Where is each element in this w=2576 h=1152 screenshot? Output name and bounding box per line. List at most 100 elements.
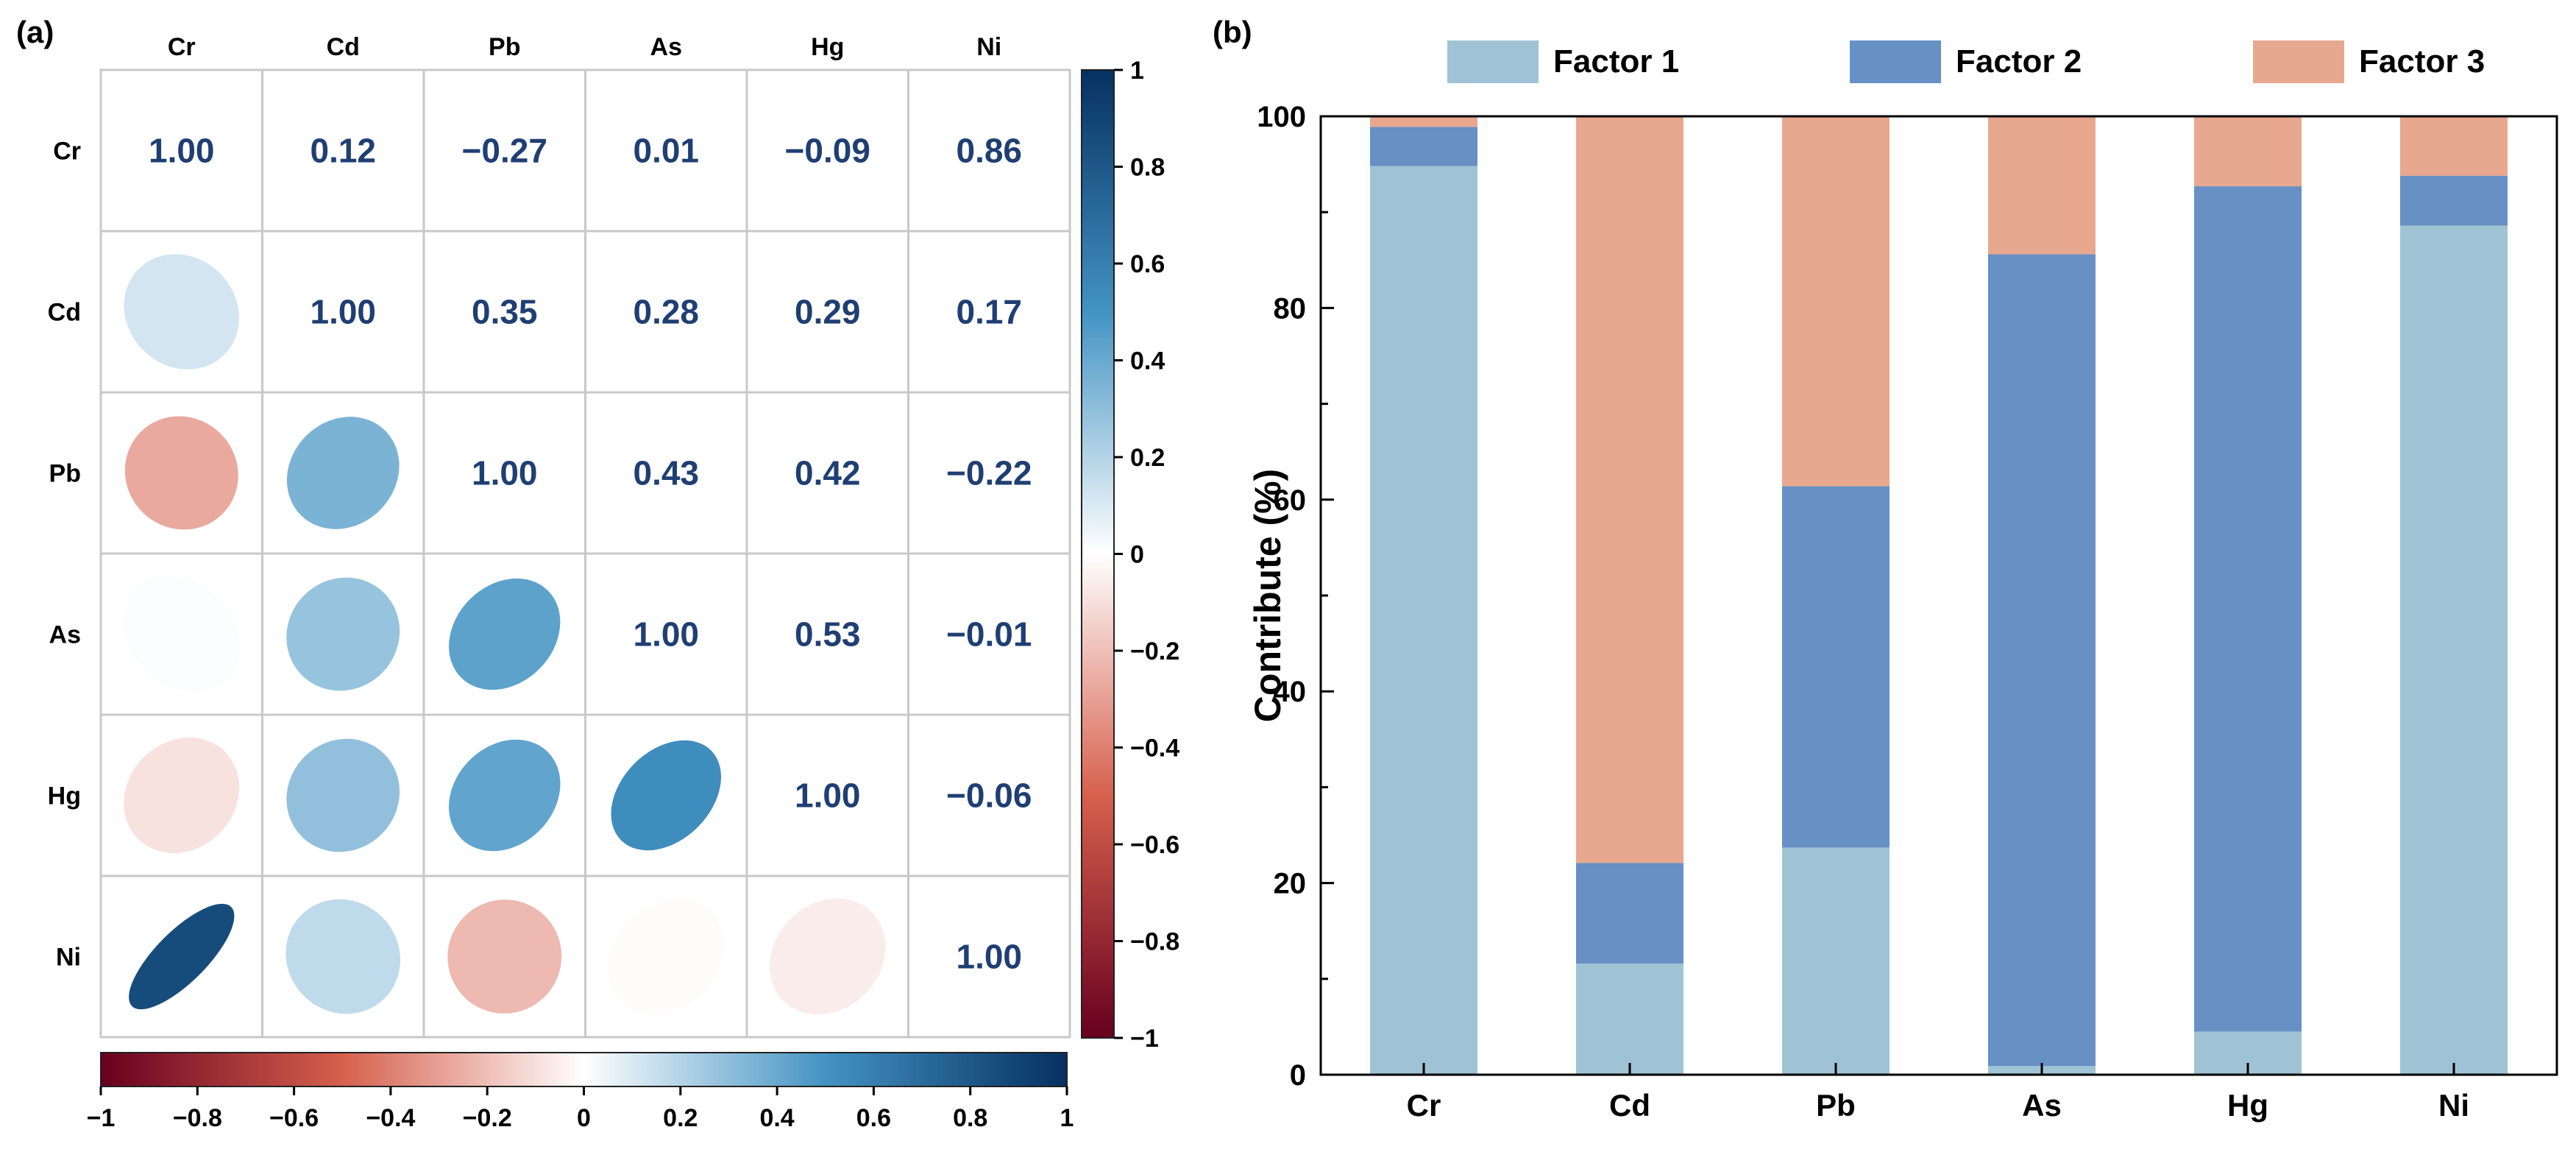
vertical-colorbar-tick-label: 0 bbox=[1130, 541, 1144, 569]
column-label-Cd: Cd bbox=[327, 33, 360, 61]
bar-legend: Factor 1 Factor 2 Factor 3 bbox=[1447, 40, 2485, 83]
stacked-bars bbox=[1370, 116, 2508, 1075]
column-label-As: As bbox=[650, 33, 682, 61]
row-label-As: As bbox=[49, 621, 81, 649]
legend-swatch-factor-2 bbox=[1850, 40, 1941, 83]
correlation-value-Pb-As: 0.43 bbox=[633, 454, 699, 492]
bar-Cr-factor-2 bbox=[1370, 127, 1477, 166]
bar-y-axis: 0 20 40 60 80 100 bbox=[1257, 101, 1334, 1092]
horizontal-colorbar bbox=[100, 1052, 1068, 1087]
correlation-ellipse-Hg-As bbox=[611, 740, 722, 851]
x-tick-label-Ni: Ni bbox=[2438, 1088, 2469, 1123]
row-label-Ni: Ni bbox=[56, 944, 81, 972]
legend-swatch-factor-3 bbox=[2253, 40, 2344, 83]
horizontal-colorbar-tick-label: 1 bbox=[1060, 1104, 1074, 1132]
correlation-ellipse-Ni-As bbox=[608, 898, 725, 1015]
vertical-colorbar-tick-label: 0.2 bbox=[1130, 444, 1165, 472]
correlation-value-Ni-Ni: 1.00 bbox=[956, 938, 1022, 976]
bar-plot-frame bbox=[1319, 115, 2558, 1076]
panel-a-label: (a) bbox=[16, 15, 54, 49]
bar-Cr-factor-1 bbox=[1370, 166, 1477, 1075]
bar-Hg-factor-2 bbox=[2194, 186, 2302, 1032]
row-label-Hg: Hg bbox=[48, 782, 81, 810]
y-tick-label: 0 bbox=[1290, 1059, 1306, 1092]
correlation-ellipse-As-Cd bbox=[286, 577, 400, 691]
legend-swatch-factor-1 bbox=[1447, 40, 1539, 83]
correlation-grid bbox=[99, 68, 1071, 1039]
horizontal-colorbar-tick-label: 0.6 bbox=[856, 1104, 891, 1132]
correlation-ellipse-As-Pb bbox=[449, 578, 561, 690]
vertical-colorbar-tick-label: 1 bbox=[1130, 57, 1144, 85]
row-label-Pb: Pb bbox=[49, 460, 81, 488]
bar-As-factor-2 bbox=[1988, 254, 2096, 1067]
bar-Hg-factor-3 bbox=[2194, 116, 2302, 187]
x-tick-label-Hg: Hg bbox=[2227, 1088, 2268, 1123]
x-tick-label-Pb: Pb bbox=[1816, 1088, 1856, 1123]
vertical-colorbar-tick-label: 0.8 bbox=[1130, 154, 1165, 182]
horizontal-colorbar-tick-label: 0.2 bbox=[663, 1104, 698, 1132]
column-label-Ni: Ni bbox=[976, 33, 1001, 61]
panel-b-label: (b) bbox=[1213, 15, 1252, 49]
x-tick-label-As: As bbox=[2022, 1088, 2062, 1123]
correlation-value-Pb-Ni: −0.22 bbox=[946, 454, 1032, 492]
legend-label-factor-2: Factor 2 bbox=[1956, 43, 2082, 79]
correlation-value-Cr-Hg: −0.09 bbox=[785, 132, 870, 170]
correlation-value-Cr-As: 0.01 bbox=[633, 132, 699, 170]
horizontal-colorbar-tick-label: −1 bbox=[87, 1104, 116, 1132]
correlation-ellipse-Ni-Cd bbox=[285, 899, 401, 1014]
horizontal-colorbar-tick-label: 0.8 bbox=[953, 1104, 987, 1132]
horizontal-colorbar-tick-label: −0.4 bbox=[366, 1104, 415, 1132]
correlation-value-Cr-Pb: −0.27 bbox=[462, 132, 547, 170]
column-label-Cr: Cr bbox=[168, 33, 196, 61]
correlation-value-Hg-Hg: 1.00 bbox=[795, 777, 861, 815]
bar-Ni-factor-2 bbox=[2400, 175, 2508, 226]
bar-Cd-factor-3 bbox=[1576, 116, 1683, 863]
bar-Pb-factor-1 bbox=[1782, 847, 1890, 1075]
correlation-value-Cd-Ni: 0.17 bbox=[956, 293, 1022, 331]
vertical-colorbar-tick-label: −0.6 bbox=[1130, 831, 1179, 859]
y-tick-label: 40 bbox=[1274, 676, 1307, 708]
correlation-ellipse-Ni-Hg bbox=[770, 898, 886, 1015]
correlation-value-Hg-Ni: −0.06 bbox=[946, 777, 1032, 815]
y-tick-label: 100 bbox=[1257, 101, 1306, 133]
x-tick-label-Cd: Cd bbox=[1609, 1088, 1650, 1123]
correlation-value-Cr-Cr: 1.00 bbox=[149, 132, 215, 170]
bar-Pb-factor-2 bbox=[1782, 486, 1890, 848]
correlation-value-Pb-Hg: 0.42 bbox=[795, 454, 861, 492]
correlation-row-labels: Cr Cd Pb As Hg Ni bbox=[48, 138, 81, 972]
row-label-Cd: Cd bbox=[48, 299, 81, 327]
correlation-ellipse-Hg-Pb bbox=[449, 739, 561, 852]
correlation-ellipse-Ni-Pb bbox=[447, 900, 562, 1014]
bar-x-axis: Cr Cd Pb As Hg Ni bbox=[1407, 1063, 2469, 1123]
correlation-ellipse-Cd-Cr bbox=[124, 254, 240, 370]
horizontal-colorbar-tick-label: 0.4 bbox=[759, 1104, 794, 1132]
column-label-Hg: Hg bbox=[811, 33, 844, 61]
bar-Cd-factor-2 bbox=[1576, 863, 1683, 964]
correlation-value-As-Ni: −0.01 bbox=[946, 615, 1032, 654]
bar-As-factor-3 bbox=[1988, 116, 2096, 255]
horizontal-colorbar-tick-label: −0.2 bbox=[463, 1104, 512, 1132]
bar-Cd-factor-1 bbox=[1576, 963, 1683, 1075]
correlation-value-As-As: 1.00 bbox=[633, 615, 699, 654]
vertical-colorbar-ticks: 1 0.8 0.6 0.4 0.2 0 −0.2 −0.4 −0.6 −0.8 −1 bbox=[1114, 57, 1179, 1053]
correlation-column-labels: Cr Cd Pb As Hg Ni bbox=[168, 33, 1001, 61]
correlation-cells: 1.00 0.12 −0.27 0.01 −0.09 0.86 1.00 0.35 0.28 0.… bbox=[123, 132, 1032, 1015]
row-label-Cr: Cr bbox=[53, 138, 81, 166]
correlation-value-As-Hg: 0.53 bbox=[795, 615, 861, 654]
correlation-ellipse-Pb-Cd bbox=[286, 417, 400, 529]
vertical-colorbar-tick-label: −0.2 bbox=[1130, 637, 1179, 665]
bar-Pb-factor-3 bbox=[1782, 116, 1890, 487]
x-tick-label-Cr: Cr bbox=[1407, 1088, 1441, 1123]
y-tick-label: 60 bbox=[1274, 484, 1307, 517]
bar-y-axis-label: Contribute (%) bbox=[1247, 469, 1288, 722]
correlation-value-Cd-Cd: 1.00 bbox=[310, 293, 376, 331]
bar-Ni-factor-1 bbox=[2400, 225, 2508, 1075]
vertical-colorbar-tick-label: −0.8 bbox=[1130, 928, 1179, 956]
horizontal-colorbar-tick-label: −0.6 bbox=[269, 1104, 319, 1132]
vertical-colorbar bbox=[1081, 69, 1115, 1039]
y-tick-label: 80 bbox=[1274, 292, 1307, 325]
horizontal-colorbar-ticks: −1 −0.8 −0.6 −0.4 −0.2 0 0.2 0.4 0.6 0.8 1 bbox=[87, 1086, 1074, 1132]
y-tick-label: 20 bbox=[1274, 868, 1307, 900]
correlation-value-Cd-Hg: 0.29 bbox=[795, 293, 861, 331]
